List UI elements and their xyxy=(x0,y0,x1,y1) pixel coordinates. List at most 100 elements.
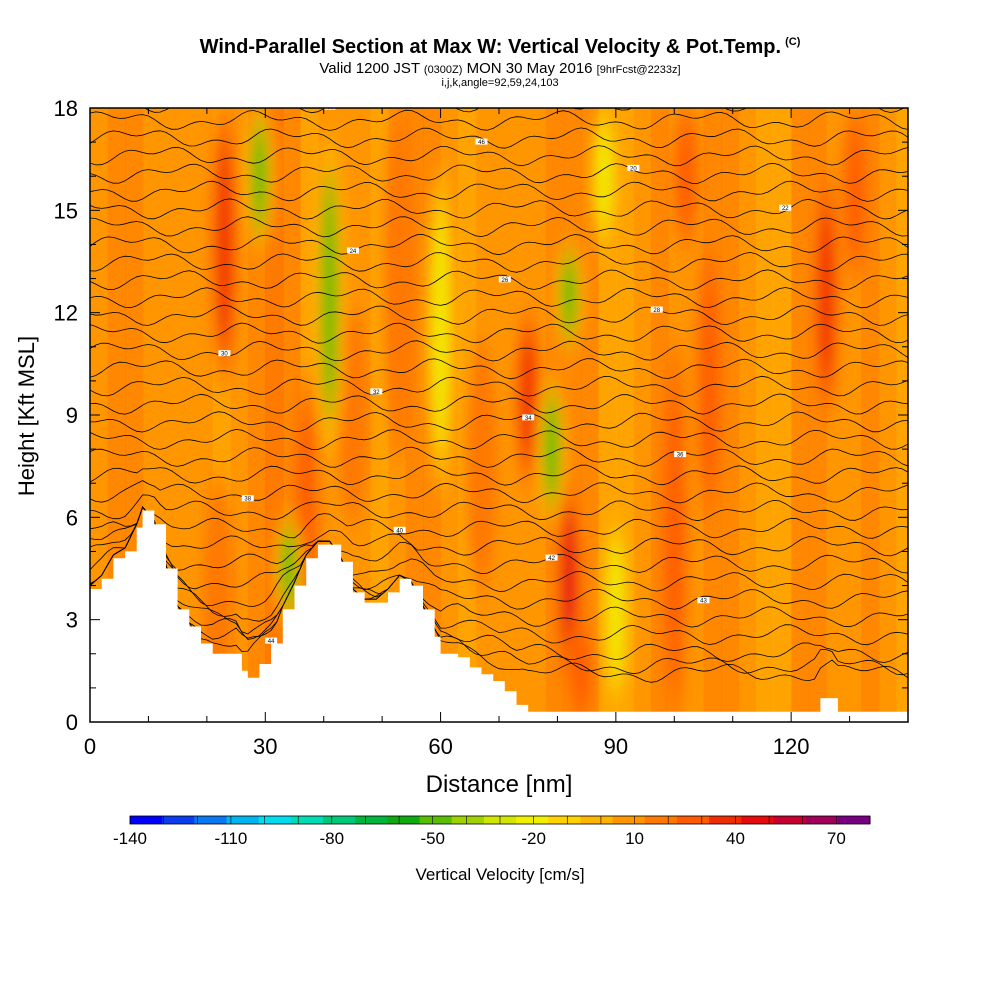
isentrope-label: 28 xyxy=(650,306,663,314)
x-axis-label: Distance [nm] xyxy=(426,771,573,798)
svg-text:44: 44 xyxy=(326,105,333,111)
downdraft-core xyxy=(535,377,568,521)
isentrope xyxy=(90,506,908,676)
copyright-mark: (C) xyxy=(785,36,801,49)
colorbar-swatch xyxy=(451,816,485,824)
svg-text:46: 46 xyxy=(478,140,485,146)
isentrope xyxy=(90,145,908,167)
svg-text:36: 36 xyxy=(677,453,684,459)
isentrope xyxy=(90,428,908,450)
y-tick-label: 0 xyxy=(66,710,78,735)
x-tick-label: 60 xyxy=(428,734,452,759)
isentrope-label: 36 xyxy=(674,451,687,459)
velocity-field xyxy=(90,108,908,722)
isentrope-label: 44 xyxy=(265,637,278,645)
colorbar-tick-label: 40 xyxy=(726,829,745,848)
updraft-core xyxy=(810,170,843,421)
svg-text:24: 24 xyxy=(350,249,357,255)
isentrope xyxy=(90,287,908,309)
colorbar-swatch xyxy=(290,816,324,824)
downdraft-core xyxy=(588,108,621,248)
colorbar-tick-label: -140 xyxy=(113,829,147,848)
colorbar: -140 -110 -80 -50 -20 10 40 70 xyxy=(113,815,871,848)
downdraft-core xyxy=(599,512,632,710)
svg-text:38: 38 xyxy=(244,497,251,503)
field-band xyxy=(773,108,793,722)
isentrope-label: 44 xyxy=(323,105,336,111)
svg-text:26: 26 xyxy=(501,278,508,284)
isentrope xyxy=(90,506,908,557)
chart-subtitle: Valid 1200 JST (0300Z) MON 30 May 2016 [… xyxy=(319,60,681,77)
y-tick-label: 6 xyxy=(66,505,78,530)
isentrope-label: 42 xyxy=(545,554,558,562)
svg-text:22: 22 xyxy=(782,206,789,212)
isentrope xyxy=(90,109,908,131)
isentrope xyxy=(90,127,908,149)
isentrope xyxy=(90,304,908,326)
colorbar-swatch xyxy=(162,816,195,824)
field-band xyxy=(633,108,652,722)
chart-title: Wind-Parallel Section at Max W: Vertical… xyxy=(199,36,801,58)
updraft-core xyxy=(693,237,726,525)
updraft-core xyxy=(564,617,597,722)
isentrope-label: 22 xyxy=(779,204,792,212)
updraft-core xyxy=(336,307,369,523)
isentrope-label: 24 xyxy=(346,247,359,255)
field-band xyxy=(791,108,810,722)
svg-text:28: 28 xyxy=(653,308,660,314)
colorbar-tick-label: -50 xyxy=(420,829,445,848)
svg-text:34: 34 xyxy=(525,416,532,422)
isentrope xyxy=(90,506,908,539)
isentrope xyxy=(90,506,908,575)
colorbar-swatch xyxy=(226,816,260,824)
colorbar-swatch xyxy=(676,816,710,824)
isentrope xyxy=(90,216,908,238)
isentrope xyxy=(90,180,908,202)
field-band xyxy=(738,108,758,722)
field-band xyxy=(177,108,197,722)
downdraft-core xyxy=(243,108,276,248)
colorbar-swatch xyxy=(355,816,388,824)
colorbar-swatch xyxy=(773,816,807,824)
isentrope-label: 46 xyxy=(475,138,488,146)
field-band xyxy=(878,108,898,722)
isentrope xyxy=(90,358,908,380)
colorbar-swatch xyxy=(323,816,356,824)
colorbar-swatch xyxy=(612,816,646,824)
field-band xyxy=(756,108,775,722)
isentrope xyxy=(90,446,908,468)
colorbar-tick-label: -80 xyxy=(320,829,345,848)
field-band xyxy=(247,108,267,722)
y-tick-label: 18 xyxy=(54,96,78,121)
colorbar-swatch xyxy=(194,816,228,824)
isentrope xyxy=(90,411,908,433)
colorbar-tick-label: 10 xyxy=(625,829,644,848)
y-axis-label: Height [Kft MSL] xyxy=(14,336,39,496)
colorbar-swatch xyxy=(130,816,163,824)
chart-indices: i,j,k,angle=92,59,24,103 xyxy=(441,77,559,89)
colorbar-swatch xyxy=(580,816,614,824)
svg-text:43: 43 xyxy=(700,599,707,605)
x-axis: 0 30 60 90 120 xyxy=(84,108,909,759)
svg-text:40: 40 xyxy=(396,528,403,534)
colorbar-swatch xyxy=(805,816,839,824)
field-band xyxy=(861,108,880,722)
colorbar-swatch xyxy=(258,816,292,824)
isentrope-label: 20 xyxy=(627,164,640,172)
y-tick-label: 12 xyxy=(54,301,78,326)
updraft-core xyxy=(839,108,872,283)
isentrope xyxy=(90,269,908,291)
updraft-core xyxy=(669,108,702,248)
updraft-core xyxy=(383,108,416,458)
y-tick-label: 3 xyxy=(66,608,78,633)
y-tick-label: 15 xyxy=(54,198,78,223)
downdraft-core xyxy=(553,241,586,350)
y-tick-label: 9 xyxy=(66,403,78,428)
isentrope xyxy=(90,506,908,610)
colorbar-swatch xyxy=(387,816,421,824)
colorbar-swatch xyxy=(709,816,742,824)
colorbar-swatch xyxy=(741,816,774,824)
isentrope xyxy=(90,234,908,256)
isentrope-label: 43 xyxy=(697,597,710,605)
